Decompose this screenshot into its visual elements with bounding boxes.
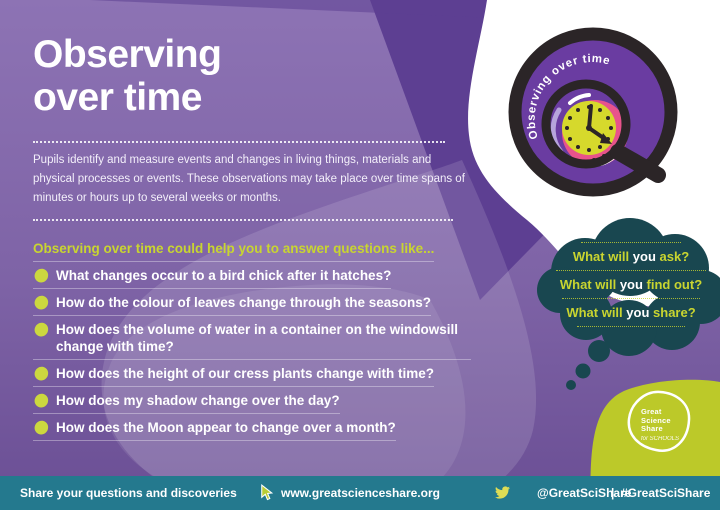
question-row: How does the volume of water in a contai…	[33, 321, 471, 360]
dotted-divider-top	[33, 141, 445, 143]
intro-paragraph: Pupils identify and measure events and c…	[33, 154, 465, 204]
question-row: How does my shadow change over the day?	[33, 392, 340, 414]
question-row: How does the height of our cress plants …	[33, 365, 435, 387]
great-science-share-logo: Great Science Share for SCHOOLS	[641, 407, 680, 442]
lens-handle	[610, 144, 666, 183]
pale-petal-shape	[101, 160, 536, 510]
question-text: What changes occur to a bird chick after…	[56, 268, 392, 283]
footer-bar: Share your questions and discoveries www…	[0, 476, 720, 510]
dotted-divider-middle	[33, 219, 453, 221]
bubble-dotted-separator	[556, 270, 706, 271]
footer-website-link[interactable]: www.greatscienceshare.org	[281, 486, 440, 500]
bubble-line-share: What will you share?	[540, 304, 720, 321]
bubble-line-ask: What will you ask?	[540, 248, 720, 265]
question-text: How do the colour of leaves change throu…	[56, 295, 432, 310]
footer-share-text: Share your questions and discoveries	[20, 486, 237, 500]
page-title: Observing over time	[33, 33, 222, 119]
question-text: How does my shadow change over the day?	[56, 393, 340, 408]
logo-tagline: for SCHOOLS	[641, 435, 680, 442]
logo-pebble-outline	[627, 390, 691, 452]
question-row: How do the colour of leaves change throu…	[33, 294, 432, 316]
bubble-tail-dot-2	[575, 363, 591, 379]
pebble-bullet-icon	[34, 393, 49, 408]
pebble-bullet-icon	[34, 322, 49, 337]
bubble-dotted-separator	[577, 326, 685, 327]
footer-twitter-handle-link[interactable]: @GreatSciShare	[537, 486, 632, 500]
bubble-dotted-separator	[562, 298, 700, 299]
bubble-dotted-separator	[581, 242, 681, 243]
questions-heading: Observing over time could help you to an…	[33, 240, 435, 262]
logo-line: Great	[641, 407, 662, 416]
question-row: What changes occur to a bird chick after…	[33, 267, 392, 289]
bubble-line-emphasis: you	[632, 249, 656, 264]
clock-center-dot	[586, 125, 592, 131]
logo-line: Science	[641, 415, 671, 425]
lens-ring	[541, 79, 631, 169]
question-text: How does the height of our cress plants …	[56, 366, 435, 381]
bubble-line-emphasis: you	[626, 305, 650, 320]
thought-bubble-text: What will you ask? What will you find ou…	[540, 237, 720, 332]
questions-section: Observing over time could help you to an…	[33, 240, 478, 446]
bubble-line-prefix: What will	[572, 249, 633, 264]
bubble-tail-dot-1	[588, 340, 610, 362]
clock-hand-arrowhead	[600, 133, 612, 144]
bubble-line-suffix: share?	[649, 305, 696, 320]
thought-bubble-cloud	[537, 218, 720, 390]
bubble-line-suffix: ask?	[655, 249, 690, 264]
pale-petal-inner-shape	[103, 284, 466, 510]
question-text: How does the volume of water in a contai…	[56, 322, 459, 354]
question-row: How does the Moon appear to change over …	[33, 419, 396, 441]
pebble-bullet-icon	[34, 420, 49, 435]
twitter-icon	[495, 486, 510, 499]
bubble-line-prefix: What will	[566, 305, 627, 320]
bubble-line-find-out: What will you find out?	[540, 276, 720, 293]
bubble-line-prefix: What will	[559, 277, 620, 292]
footer-separator: |	[611, 486, 615, 500]
footer-hashtag-link[interactable]: #GreatSciShare	[621, 486, 711, 500]
pebble-bullet-icon	[34, 268, 49, 283]
title-line-1: Observing	[33, 33, 222, 76]
pebble-bullet-icon	[34, 366, 49, 381]
logo-line: Share	[641, 424, 663, 433]
bubble-line-emphasis: you	[619, 277, 643, 292]
clock-white-highlight-top	[568, 93, 591, 105]
pebble-bullet-icon	[34, 295, 49, 310]
bubble-tail-dot-3	[566, 380, 576, 390]
title-line-2: over time	[33, 76, 202, 119]
question-text: How does the Moon appear to change over …	[56, 420, 396, 435]
bubble-line-suffix: find out?	[642, 277, 703, 292]
cursor-icon	[261, 484, 274, 501]
magnifier-badge: Observing over time	[508, 27, 678, 197]
